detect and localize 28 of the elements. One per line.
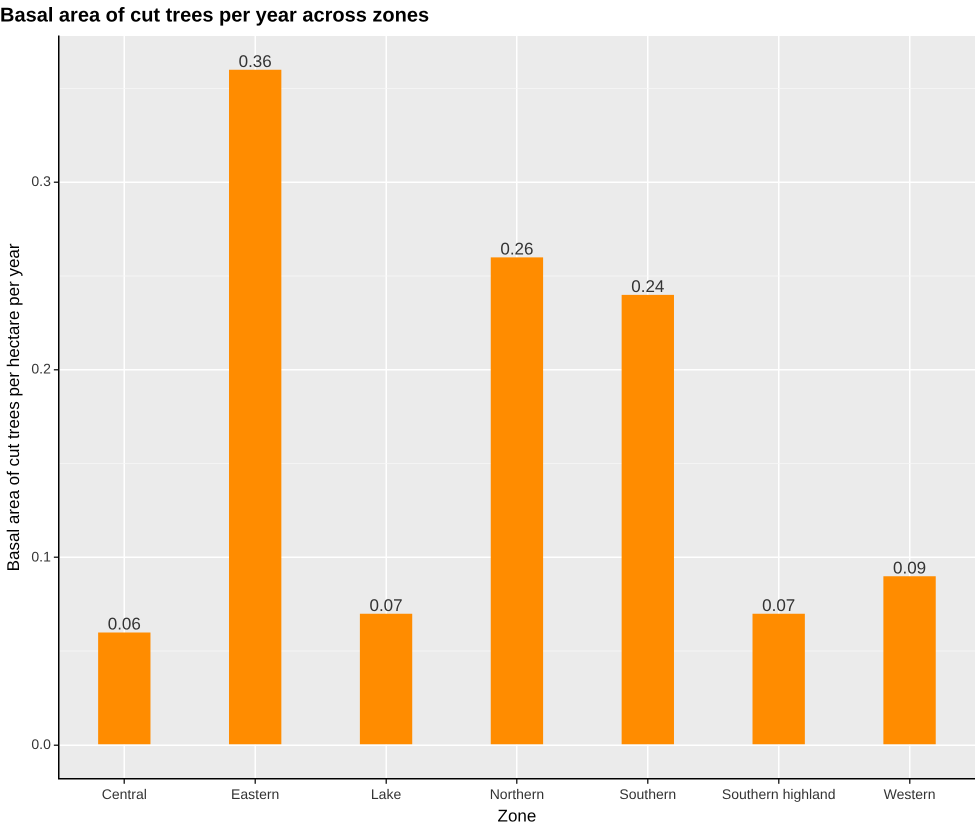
bar [752,614,805,744]
data-label: 0.09 [893,558,926,578]
y-tick-label: 0.1 [31,548,52,564]
data-label: 0.36 [238,52,272,71]
y-tick-label: 0.3 [31,173,52,190]
bar [622,294,674,744]
x-tick-label: Southern [619,786,676,802]
x-tick-label: Western [884,786,936,802]
bar [229,70,282,744]
data-label: 0.07 [762,596,796,615]
x-tick-label: Southern highland [722,786,836,802]
data-label: 0.24 [631,277,664,296]
y-axis-title: Basal area of cut trees per hectare per year [4,243,23,572]
data-label: 0.26 [500,240,534,259]
x-tick-label: Central [102,786,147,802]
x-tick-label: Eastern [231,786,280,802]
x-axis-title: Zone [498,806,536,826]
bar [490,257,544,744]
bar [98,632,150,744]
data-label: 0.07 [370,596,403,615]
y-tick-label: 0.0 [31,736,52,752]
bar [360,614,412,744]
x-tick-label: Lake [370,786,402,802]
x-tick-label: Northern [490,786,544,802]
chart-title: Basal area of cut trees per year across zones [0,4,430,27]
data-label: 0.06 [108,614,141,634]
y-tick-label: 0.2 [31,360,52,377]
bar [883,576,936,744]
